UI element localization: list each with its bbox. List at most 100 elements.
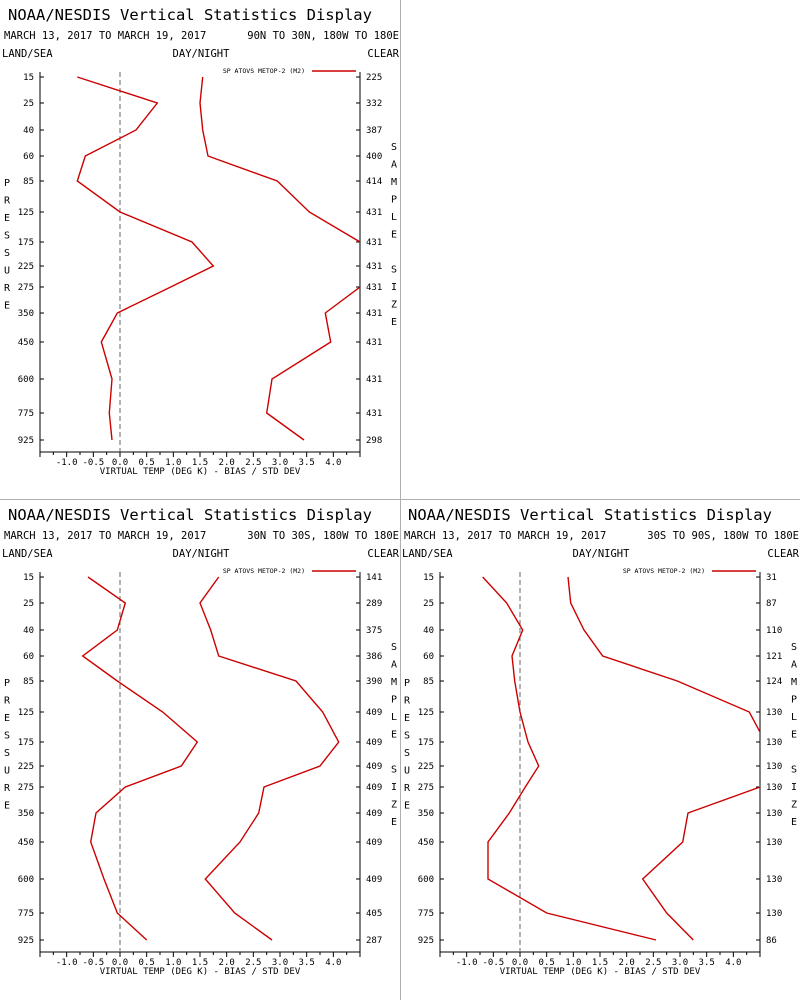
y-axis-label-letter: S bbox=[4, 248, 10, 259]
sample-size-label: 409 bbox=[366, 738, 382, 748]
sample-size-label-letter: S bbox=[391, 142, 397, 153]
bias-series-line bbox=[81, 576, 199, 941]
date-range: MARCH 13, 2017 TO MARCH 19, 2017 bbox=[404, 530, 606, 542]
y-axis-label-letter: S bbox=[404, 731, 410, 742]
pressure-level-label: 600 bbox=[18, 875, 34, 885]
x-tick-label: 3.5 bbox=[299, 958, 315, 968]
x-tick-label: 2.5 bbox=[245, 958, 261, 968]
x-tick-label: 1.5 bbox=[192, 958, 208, 968]
sample-size-label-letter: P bbox=[791, 695, 797, 706]
legend-label: SP ATOVS METOP-2 (M2) bbox=[623, 567, 705, 575]
x-tick-label: 1.0 bbox=[165, 458, 181, 468]
sample-size-label-letter: P bbox=[391, 195, 397, 206]
pressure-level-label: 40 bbox=[23, 626, 34, 636]
y-axis-label-letter: R bbox=[4, 196, 11, 207]
x-tick-label: 3.5 bbox=[699, 958, 715, 968]
pressure-level-label: 85 bbox=[23, 677, 34, 687]
y-axis-label-letter: U bbox=[404, 766, 410, 777]
pressure-level-label: 925 bbox=[418, 936, 434, 946]
y-axis-label-letter: E bbox=[404, 801, 410, 812]
sample-size-label: 390 bbox=[366, 677, 382, 687]
pressure-level-label: 600 bbox=[418, 875, 434, 885]
sample-size-label: 124 bbox=[766, 677, 782, 687]
std-dev-series-line bbox=[567, 576, 760, 941]
sample-size-label-letter: E bbox=[391, 317, 397, 328]
sample-size-label: 130 bbox=[766, 738, 782, 748]
x-tick-label: 3.0 bbox=[272, 958, 288, 968]
sample-size-label: 31 bbox=[766, 573, 777, 583]
y-axis-label-letter: P bbox=[404, 678, 410, 689]
x-axis-label: VIRTUAL TEMP (DEG K) - BIAS / STD DEV bbox=[100, 967, 301, 977]
sample-size-label-letter: S bbox=[391, 642, 397, 653]
sample-size-label-letter: S bbox=[391, 765, 397, 776]
y-axis-label-letter: R bbox=[404, 783, 411, 794]
pressure-level-label: 125 bbox=[18, 208, 34, 218]
sample-size-label-letter: A bbox=[391, 660, 397, 671]
sample-size-label: 130 bbox=[766, 838, 782, 848]
pressure-level-label: 275 bbox=[18, 283, 34, 293]
sample-size-label: 405 bbox=[366, 909, 382, 919]
x-tick-label: 4.0 bbox=[325, 458, 341, 468]
sample-size-label-letter: A bbox=[791, 660, 797, 671]
sample-size-label: 289 bbox=[366, 599, 382, 609]
x-tick-label: 1.0 bbox=[165, 958, 181, 968]
sample-size-label: 298 bbox=[366, 436, 382, 446]
y-axis-label-letter: P bbox=[4, 178, 10, 189]
pressure-level-label: 775 bbox=[418, 909, 434, 919]
sample-size-label-letter: L bbox=[391, 212, 397, 223]
y-axis-label-letter: E bbox=[4, 801, 10, 812]
x-tick-label: 0.0 bbox=[112, 958, 128, 968]
panel-title: NOAA/NESDIS Vertical Statistics Display bbox=[8, 506, 372, 524]
pressure-level-label: 15 bbox=[423, 573, 434, 583]
sample-size-label-letter: Z bbox=[791, 800, 797, 811]
pressure-level-label: 775 bbox=[18, 409, 34, 419]
pressure-level-label: 775 bbox=[18, 909, 34, 919]
sample-size-label-letter: I bbox=[391, 782, 397, 793]
pressure-level-label: 25 bbox=[423, 599, 434, 609]
x-tick-label: 0.5 bbox=[139, 458, 155, 468]
x-axis-label: VIRTUAL TEMP (DEG K) - BIAS / STD DEV bbox=[100, 467, 301, 477]
y-axis-label-letter: E bbox=[4, 301, 10, 312]
sample-size-label: 409 bbox=[366, 783, 382, 793]
sample-size-label: 431 bbox=[366, 262, 382, 272]
sample-size-label: 431 bbox=[366, 238, 382, 248]
x-tick-label: 3.5 bbox=[299, 458, 315, 468]
date-range: MARCH 13, 2017 TO MARCH 19, 2017 bbox=[4, 30, 206, 42]
x-tick-label: -1.0 bbox=[56, 958, 78, 968]
sample-size-label: 121 bbox=[766, 652, 782, 662]
legend-label: SP ATOVS METOP-2 (M2) bbox=[223, 67, 305, 75]
y-axis-label-letter: S bbox=[4, 748, 10, 759]
y-axis-label-letter: R bbox=[4, 283, 11, 294]
x-tick-label: -0.5 bbox=[82, 458, 104, 468]
std-dev-series-line bbox=[199, 576, 340, 941]
region-label: 30N TO 30S, 180W TO 180E bbox=[247, 530, 399, 542]
sample-size-label-letter: E bbox=[391, 817, 397, 828]
pressure-level-label: 350 bbox=[18, 309, 34, 319]
land-sea-label: LAND/SEA bbox=[2, 48, 53, 60]
day-night-label: DAY/NIGHT bbox=[573, 548, 631, 560]
pressure-level-label: 175 bbox=[18, 238, 34, 248]
sample-size-label: 287 bbox=[366, 936, 382, 946]
clear-label: CLEAR bbox=[367, 48, 399, 60]
x-tick-label: 1.5 bbox=[192, 458, 208, 468]
y-axis-label-letter: S bbox=[404, 748, 410, 759]
y-axis-label-letter: E bbox=[404, 713, 410, 724]
date-range: MARCH 13, 2017 TO MARCH 19, 2017 bbox=[4, 530, 206, 542]
x-tick-label: 2.0 bbox=[219, 958, 235, 968]
x-tick-label: -0.5 bbox=[82, 958, 104, 968]
pressure-level-label: 225 bbox=[18, 262, 34, 272]
sample-size-label: 130 bbox=[766, 875, 782, 885]
pressure-level-label: 600 bbox=[18, 375, 34, 385]
sample-size-label: 87 bbox=[766, 599, 777, 609]
bias-series-line bbox=[482, 576, 657, 941]
sample-size-label: 110 bbox=[766, 626, 782, 636]
sample-size-label-letter: A bbox=[391, 160, 397, 171]
y-axis-label-letter: E bbox=[4, 213, 10, 224]
sample-size-label: 431 bbox=[366, 409, 382, 419]
sample-size-label: 409 bbox=[366, 809, 382, 819]
x-tick-label: 4.0 bbox=[725, 958, 741, 968]
sample-size-label-letter: E bbox=[791, 817, 797, 828]
panel-title: NOAA/NESDIS Vertical Statistics Display bbox=[8, 6, 372, 24]
sample-size-label: 130 bbox=[766, 708, 782, 718]
land-sea-label: LAND/SEA bbox=[2, 548, 53, 560]
